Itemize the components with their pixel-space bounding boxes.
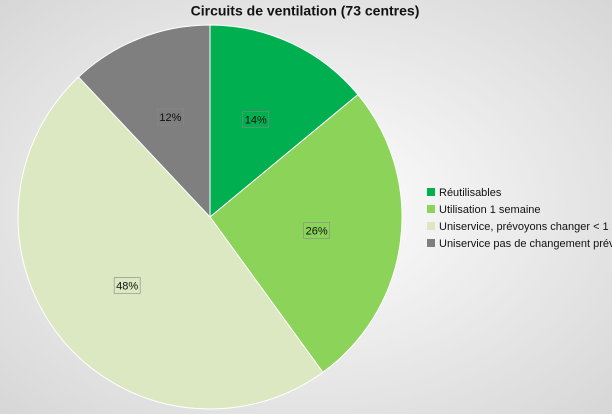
legend-label: Utilisation 1 semaine — [439, 204, 541, 216]
pie-slice — [209, 93, 403, 374]
chart-title: Circuits de ventilation (73 centres) — [191, 3, 420, 19]
pie-slice — [77, 24, 211, 219]
legend-swatch — [427, 205, 435, 213]
data-label: 12% — [159, 112, 181, 124]
legend-swatch — [427, 239, 435, 247]
data-label: 14% — [245, 115, 267, 127]
pie-slice — [209, 24, 359, 219]
legend-swatch — [427, 188, 435, 196]
data-label-box — [157, 108, 184, 126]
data-label-box — [303, 222, 330, 239]
legend-swatch — [427, 222, 435, 230]
data-label-box — [113, 277, 141, 294]
legend-label: Uniservice pas de changement prévu — [439, 238, 612, 250]
legend-label: Réutilisables — [439, 187, 502, 199]
pie-slice — [17, 76, 324, 410]
data-label: 48% — [116, 280, 138, 292]
data-label: 26% — [306, 225, 328, 237]
legend-label: Uniservice, prévoyons changer < 1 an — [439, 221, 612, 233]
data-label-box — [242, 111, 270, 129]
